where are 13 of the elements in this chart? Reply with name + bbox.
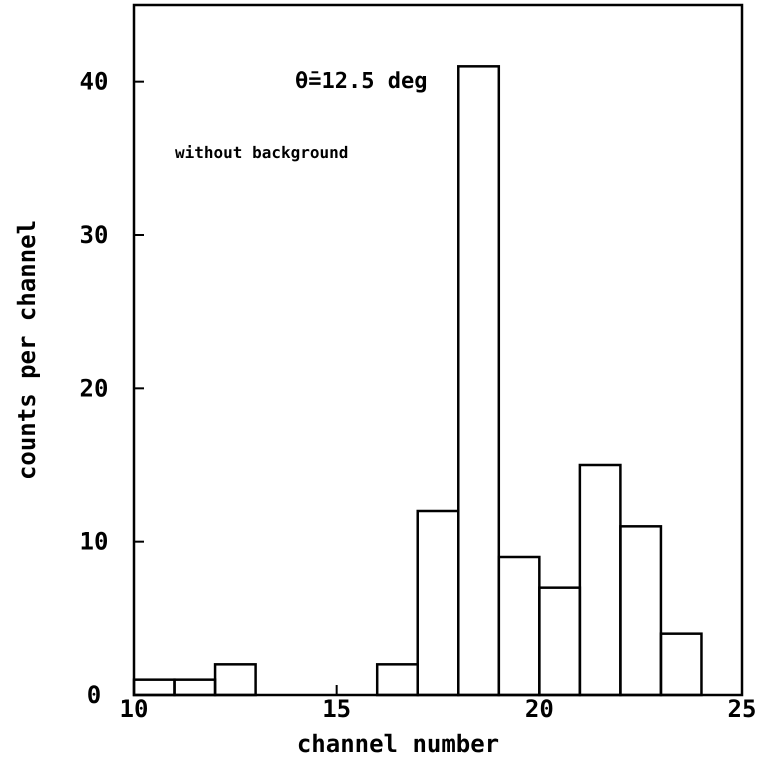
y-tick-label: 0 (86, 681, 102, 709)
annotation: without background (175, 143, 348, 162)
y-tick-label: 40 (80, 68, 108, 96)
x-tick-label: 25 (728, 695, 756, 723)
x-tick-label: 10 (120, 695, 148, 723)
y-tick-label: 30 (80, 221, 108, 249)
y-axis-title: counts per channel (13, 220, 41, 480)
annotation: θ̄=12.5 deg (295, 69, 428, 94)
x-axis-title: channel number (296, 730, 500, 758)
x-tick-label: 15 (322, 695, 352, 723)
x-tick-label: 20 (524, 695, 554, 723)
y-tick-label: 20 (80, 374, 108, 402)
y-tick-label: 10 (80, 528, 108, 556)
